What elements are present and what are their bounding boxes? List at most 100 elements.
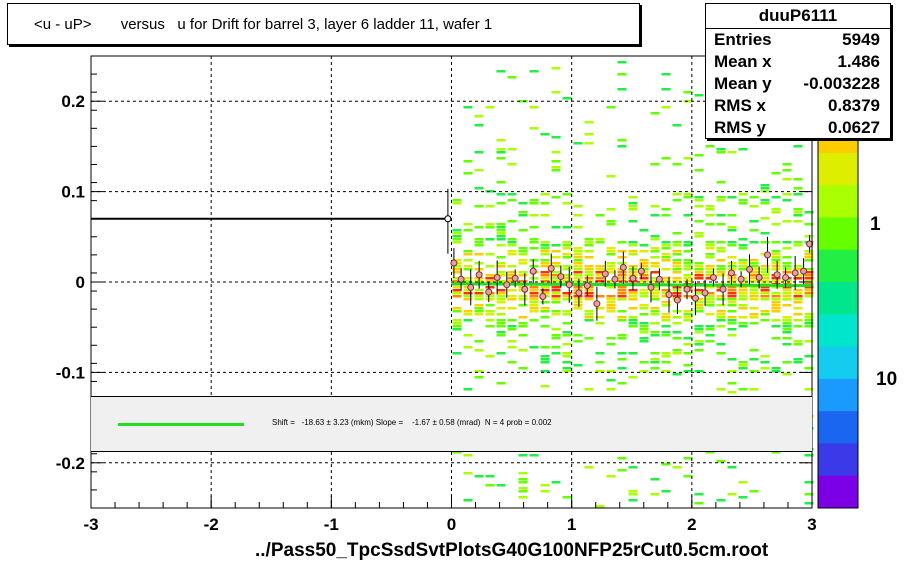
heatmap-cell [507,244,517,247]
heatmap-cell [705,295,715,298]
heatmap-cell [672,244,682,247]
heatmap-cell [661,352,671,355]
profile-point [727,269,735,277]
heatmap-cell [672,268,682,271]
heatmap-cell [749,271,759,274]
heatmap-cell [749,241,759,244]
heatmap-cell [650,313,660,316]
heatmap-cell [474,307,484,310]
heatmap-cell [727,316,737,319]
heatmap-cell [628,493,638,496]
heatmap-cell [639,337,649,340]
heatmap-cell [771,196,781,199]
heatmap-cell [573,334,583,337]
heatmap-cell [474,253,484,256]
heatmap-cell [771,277,781,280]
heatmap-cell [705,214,715,217]
heatmap-cell [562,367,572,370]
heatmap-cell [628,322,638,325]
heatmap-cell [639,304,649,307]
heatmap-cell [650,367,660,370]
heatmap-cell [760,361,770,364]
heatmap-cell [738,148,748,151]
stats-key: Entries [714,30,772,49]
heatmap-cell [782,325,792,328]
x-tick-label: 0 [447,515,456,534]
stats-row-rms-y: RMS y 0.0627 [706,117,890,139]
heatmap-cell [606,220,616,223]
heatmap-cell [606,475,616,478]
heatmap-cell [760,268,770,271]
heatmap-cell [595,271,605,274]
heatmap-cell [496,271,506,274]
heatmap-cell [562,277,572,280]
heatmap-cell [661,106,671,109]
stats-row-mean-x: Mean x 1.486 [706,51,890,73]
heatmap-cell [452,352,462,355]
heatmap-cell [540,202,550,205]
heatmap-cell [463,388,473,391]
heatmap-cell [804,280,814,283]
heatmap-cell [463,265,473,268]
heatmap-cell [573,205,583,208]
heatmap-cell [551,346,561,349]
heatmap-cell [639,244,649,247]
heatmap-cell [683,265,693,268]
heatmap-cell [562,298,572,301]
heatmap-cell [507,346,517,349]
heatmap-cell [606,307,616,310]
heatmap-cell [485,286,495,289]
heatmap-cell [606,388,616,391]
heatmap-cell [738,268,748,271]
heatmap-cell [793,187,803,190]
heatmap-cell [496,235,506,238]
heatmap-cell [661,313,671,316]
heatmap-cell [463,292,473,295]
profile-point [737,275,745,283]
heatmap-cell [628,220,638,223]
heatmap-cell [540,385,550,388]
heatmap-cell [496,193,506,196]
heatmap-cell [749,292,759,295]
heatmap-cell [749,262,759,265]
heatmap-cell [760,295,770,298]
heatmap-cell [705,340,715,343]
heatmap-cell [716,250,726,253]
heatmap-cell [694,289,704,292]
heatmap-cell [496,148,506,151]
heatmap-cell [452,286,462,289]
heatmap-cell [771,280,781,283]
heatmap-cell [540,301,550,304]
heatmap-cell [804,295,814,298]
profile-point [764,251,772,259]
heatmap-cell [595,352,605,355]
heatmap-cell [551,292,561,295]
heatmap-cell [727,262,737,265]
heatmap-cell [573,280,583,283]
colorbar-swatch [818,411,858,444]
heatmap-cell [661,316,671,319]
heatmap-cell [573,256,583,259]
heatmap-cell [716,259,726,262]
heatmap-cell [782,304,792,307]
heatmap-cell [760,298,770,301]
heatmap-cell [628,325,638,328]
heatmap-cell [474,115,484,118]
heatmap-cell [727,319,737,322]
heatmap-cell [485,319,495,322]
heatmap-cell [551,298,561,301]
heatmap-cell [617,319,627,322]
heatmap-cell [727,358,737,361]
heatmap-cell [749,370,759,373]
heatmap-cell [463,160,473,163]
heatmap-cell [738,286,748,289]
heatmap-cell [705,334,715,337]
heatmap-cell [496,70,506,73]
heatmap-cell [584,241,594,244]
heatmap-cell [529,310,539,313]
heatmap-cell [727,322,737,325]
heatmap-cell [529,277,539,280]
heatmap-cell [529,214,539,217]
heatmap-cell [650,298,660,301]
heatmap-cell [529,289,539,292]
